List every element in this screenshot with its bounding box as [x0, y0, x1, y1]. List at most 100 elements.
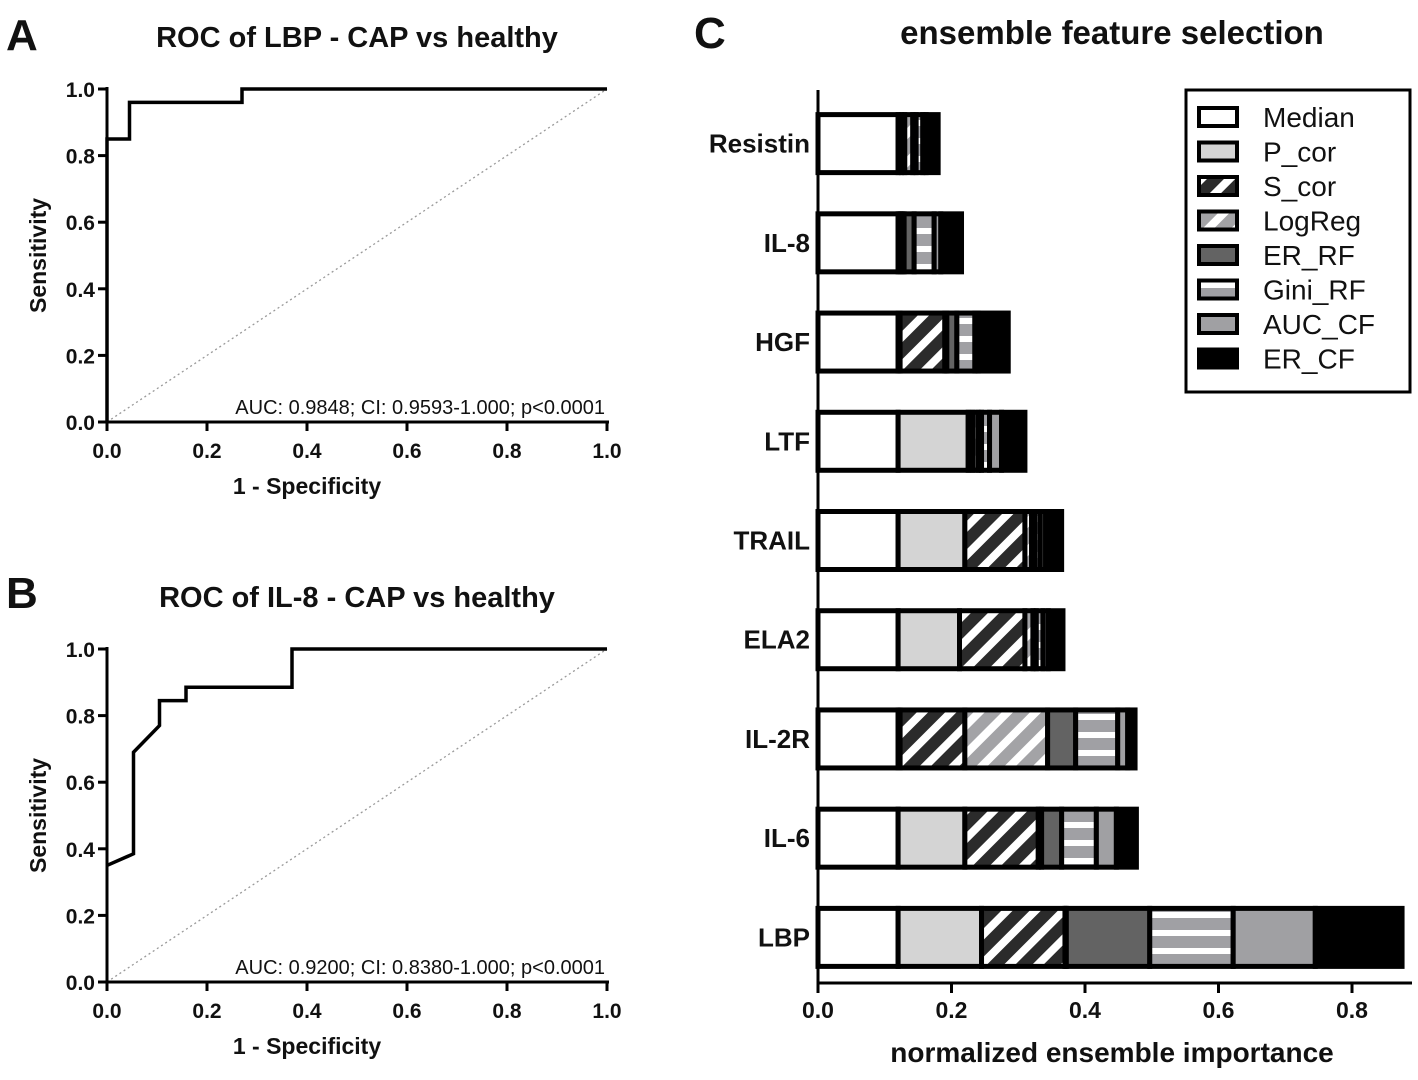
legend-label: LogReg: [1263, 206, 1361, 237]
y-tick-label: 0.0: [66, 972, 95, 995]
bar-segment-er-cf: [1125, 707, 1138, 771]
bar-segment-s-cor: [957, 608, 1028, 672]
bar-segment-median: [815, 608, 901, 672]
x-tick-label: 0.6: [392, 1000, 421, 1023]
bar-segment-er-cf: [1043, 509, 1065, 572]
legend-swatch: [1197, 244, 1239, 266]
legend-label: ER_RF: [1263, 240, 1355, 271]
y-tick-label: 1.0: [66, 79, 95, 102]
x-axis-label: normalized ensemble importance: [890, 1037, 1333, 1068]
bar-segment-logreg: [962, 707, 1051, 771]
bar-segment-median: [815, 707, 901, 771]
bar-segment-er-rf: [1063, 905, 1153, 969]
chart-title: ROC of IL-8 - CAP vs healthy: [159, 582, 555, 614]
bar-segment-median: [815, 409, 901, 473]
legend-label: ER_CF: [1263, 344, 1355, 375]
x-tick-label: 0.2: [192, 1000, 221, 1023]
y-tick-label: 0.8: [66, 146, 96, 169]
y-tick-label: 1.0: [66, 639, 95, 662]
bar-segment-er-cf: [1312, 905, 1405, 969]
x-tick-label: 1.0: [592, 440, 621, 463]
x-tick-label: 0.4: [292, 440, 322, 463]
legend-swatch: [1197, 278, 1239, 301]
x-tick-label: 0.0: [802, 997, 834, 1023]
category-label: TRAIL: [733, 526, 810, 556]
x-axis-label: 1 - Specificity: [233, 1033, 381, 1059]
category-label: IL-8: [764, 228, 810, 258]
legend-label: Median: [1263, 102, 1355, 133]
panel-label-c: C: [694, 9, 726, 58]
reference-line: [106, 648, 608, 983]
chart-title: ROC of LBP - CAP vs healthy: [156, 22, 558, 54]
bar-segment-gini-rf: [911, 211, 937, 275]
legend-label: AUC_CF: [1263, 309, 1375, 340]
x-axis-label: 1 - Specificity: [233, 473, 381, 499]
x-tick-label: 0.4: [292, 1000, 322, 1023]
bar-segment-er-cf: [923, 112, 941, 176]
bar-segment-s-cor: [897, 310, 948, 374]
category-label: HGF: [755, 327, 810, 357]
bar-segment-median: [815, 509, 901, 572]
bar-segment-er-cf: [999, 409, 1028, 473]
bar-segment-er-cf: [1113, 806, 1139, 870]
bar-segment-gini-rf: [954, 310, 978, 374]
y-tick-label: 0.6: [66, 212, 95, 235]
bar-segment-er-cf: [1045, 608, 1066, 672]
bar-segment-er-rf: [1045, 707, 1079, 771]
legend-label: P_cor: [1263, 137, 1336, 168]
legend-swatch: [1197, 175, 1239, 197]
legend-swatch: [1197, 313, 1239, 335]
y-axis-label: Sensitivity: [25, 198, 51, 313]
y-tick-label: 0.4: [66, 839, 96, 862]
bar-segment-er-rf: [1039, 806, 1065, 870]
bar-segment-s-cor: [962, 806, 1041, 870]
category-label: IL-6: [764, 823, 810, 853]
category-label: Resistin: [709, 129, 810, 159]
y-tick-label: 0.2: [66, 905, 95, 928]
panel-label-b: B: [6, 569, 38, 618]
auc-annotation: AUC: 0.9848; CI: 0.9593-1.000; p<0.0001: [235, 397, 605, 419]
feature-importance-chart: ensemble feature selection Resistin IL-8 HG…: [709, 14, 1412, 1068]
category-label: LTF: [764, 426, 810, 456]
bar-segment-auc-cf: [1230, 905, 1318, 969]
bar-segment-median: [815, 806, 901, 870]
bar-segment-s-cor: [979, 905, 1068, 969]
x-tick-label: 0.8: [492, 1000, 522, 1023]
x-tick-label: 1.0: [592, 1000, 621, 1023]
bar-segment-auc-cf: [1093, 806, 1119, 870]
bar-segment-median: [815, 905, 901, 969]
category-label: ELA2: [744, 625, 810, 655]
x-tick-label: 0.0: [92, 440, 121, 463]
bar-segment-median: [815, 112, 901, 176]
y-tick-label: 0.2: [66, 345, 95, 368]
roc-curve: [106, 647, 607, 868]
x-tick-label: 0.0: [92, 1000, 121, 1023]
legend-swatch: [1197, 209, 1239, 232]
bar-segment-p-cor: [895, 905, 985, 969]
category-label: LBP: [758, 922, 810, 952]
bar-segment-s-cor: [962, 509, 1028, 572]
x-tick-label: 0.2: [936, 997, 968, 1023]
legend-swatch: [1197, 106, 1239, 128]
y-tick-label: 0.0: [66, 412, 95, 435]
chart-title: ensemble feature selection: [900, 14, 1324, 51]
y-tick-label: 0.4: [66, 279, 96, 302]
y-axis-label: Sensitivity: [25, 758, 51, 873]
legend-label: Gini_RF: [1263, 275, 1366, 306]
auc-annotation: AUC: 0.9200; CI: 0.8380-1.000; p<0.0001: [235, 957, 605, 979]
legend-label: S_cor: [1263, 171, 1336, 202]
legend-swatch: [1197, 347, 1239, 370]
panel-label-a: A: [6, 11, 38, 60]
bar-segment-gini-rf: [1059, 806, 1099, 870]
x-tick-label: 0.8: [1336, 997, 1368, 1023]
bar-segment-er-cf: [975, 310, 1011, 374]
legend-swatch: [1197, 140, 1239, 163]
category-label: IL-2R: [745, 724, 810, 754]
roc-chart-b: ROC of IL-8 - CAP vs healthy 0.0 0.2 0.4 0.6…: [25, 582, 622, 1059]
bar-segment-p-cor: [895, 806, 968, 870]
reference-line: [106, 88, 608, 423]
legend-box: [1184, 88, 1412, 394]
bar-segment-p-cor: [895, 409, 971, 473]
